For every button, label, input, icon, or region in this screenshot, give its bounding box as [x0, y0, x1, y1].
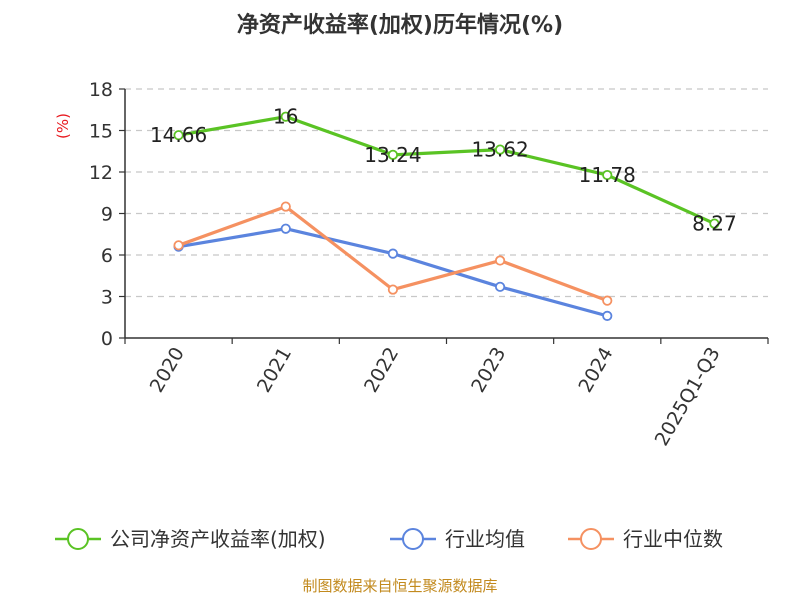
legend-label-2: 行业中位数 [623, 527, 723, 551]
legend: 公司净资产收益率(加权) 行业均值 行业中位数 [55, 527, 723, 551]
point-2-2021 [280, 201, 291, 212]
x-tick-label-2025Q1-Q3: 2025Q1-Q3 [651, 344, 725, 450]
data-source-note: 制图数据来自恒生聚源数据库 [302, 577, 497, 595]
point-2-2022 [387, 284, 399, 295]
y-tick-label-9: 9 [101, 204, 113, 226]
series-lines [173, 111, 720, 321]
y-tick-label-6: 6 [101, 245, 113, 267]
data-label-2021: 16 [273, 105, 298, 129]
x-tick-label-2024: 2024 [574, 344, 617, 397]
data-label-2023: 13.62 [471, 138, 528, 162]
data-label-2022: 13.24 [364, 143, 421, 167]
legend-marker-2 [580, 528, 602, 550]
point-0-2022 [387, 149, 399, 160]
grid-lines [125, 88, 768, 298]
legend-marker-0 [67, 528, 89, 550]
chart-title: 净资产收益率(加权)历年情况(%) [237, 12, 563, 38]
x-tick-label-2021: 2021 [253, 344, 296, 397]
y-tick-label-18: 18 [89, 79, 113, 101]
y-tick-label-12: 12 [89, 162, 113, 184]
x-tick-label-2020: 2020 [146, 344, 189, 397]
point-2-2024 [602, 295, 613, 306]
legend-label-1: 行业均值 [445, 527, 525, 551]
series-line-1 [178, 227, 608, 318]
point-1-2023 [494, 281, 506, 292]
point-1-2022 [387, 248, 399, 259]
legend-label-0: 公司净资产收益率(加权) [110, 527, 326, 551]
point-1-2024 [602, 310, 613, 321]
point-1-2021 [280, 223, 291, 234]
point-0-2024 [602, 169, 613, 181]
data-label-2025Q1-Q3: 8.27 [692, 212, 737, 236]
data-labels: 14.66 16 13.24 13.62 11.78 8.27 [150, 105, 737, 236]
x-tick-label-2023: 2023 [467, 344, 510, 397]
data-label-2024: 11.78 [579, 163, 636, 187]
series-line-0 [178, 115, 716, 226]
x-tick-label-2022: 2022 [360, 344, 403, 397]
y-tick-label-3: 3 [101, 287, 113, 309]
point-2-2023 [494, 255, 506, 266]
y-tick-label-15: 15 [89, 121, 113, 143]
point-0-2025Q1-Q3 [709, 218, 720, 229]
point-0-2021 [280, 111, 291, 122]
y-axis-unit: (%) [54, 113, 72, 139]
point-0-2023 [494, 144, 506, 155]
y-tick-label-0: 0 [101, 328, 113, 350]
data-label-2020: 14.66 [150, 123, 207, 147]
legend-marker-1 [402, 528, 424, 550]
point-2-2020 [173, 240, 184, 251]
point-0-2020 [173, 130, 184, 141]
